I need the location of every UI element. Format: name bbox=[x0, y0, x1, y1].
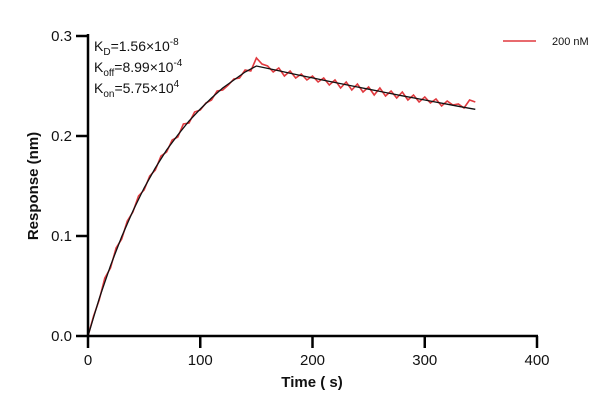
kinetic-annotation: KD=1.56×10-8 bbox=[94, 37, 179, 58]
x-tick-label: 100 bbox=[188, 352, 213, 369]
fit-curve-line bbox=[87, 65, 476, 337]
y-tick-label: 0.1 bbox=[51, 228, 72, 245]
kinetic-annotation: Kon=5.75×104 bbox=[94, 79, 180, 100]
y-tick-label: 0.3 bbox=[51, 28, 72, 45]
series-line-200nm bbox=[87, 56, 476, 337]
x-tick-label: 200 bbox=[300, 352, 325, 369]
legend-label-200nm: 200 nM bbox=[552, 36, 589, 48]
y-axis-label: Response (nm) bbox=[25, 132, 42, 240]
x-axis-label: Time ( s) bbox=[281, 374, 342, 391]
kinetic-annotation: Koff=8.99×10-4 bbox=[94, 58, 183, 79]
y-tick-label: 0.0 bbox=[51, 328, 72, 345]
x-tick-label: 0 bbox=[84, 352, 92, 369]
y-tick-label: 0.2 bbox=[51, 128, 72, 145]
x-tick-label: 300 bbox=[412, 352, 437, 369]
x-tick-label: 400 bbox=[524, 352, 549, 369]
